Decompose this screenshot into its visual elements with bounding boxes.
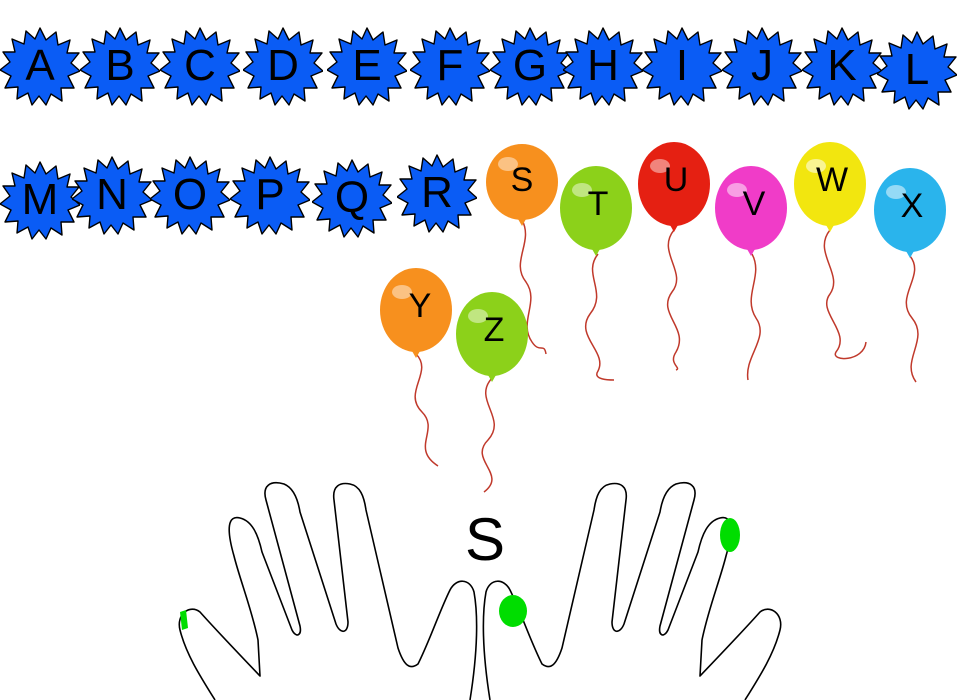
balloon-letter: S [482,160,562,200]
star-letter: B [80,26,160,106]
letter-star-i[interactable]: I [642,26,722,106]
star-letter: C [160,26,240,106]
star-letter: G [490,26,570,106]
star-letter: L [877,30,957,110]
letter-star-c[interactable]: C [160,26,240,106]
balloon-letter: X [872,186,952,226]
letter-star-d[interactable]: D [243,26,323,106]
star-letter: O [150,155,230,235]
star-letter: A [0,26,80,106]
star-letter: D [243,26,323,106]
letter-star-k[interactable]: K [802,26,882,106]
balloon-letter: U [636,160,716,200]
letter-balloon-u[interactable]: U [636,142,716,382]
star-letter: F [410,26,490,106]
letter-star-b[interactable]: B [80,26,160,106]
star-letter: I [642,26,722,106]
balloon-letter: V [714,184,794,224]
letter-star-r[interactable]: R [397,153,477,233]
letter-star-l[interactable]: L [877,30,957,110]
letter-star-g[interactable]: G [490,26,570,106]
letter-star-q[interactable]: Q [312,158,392,238]
star-letter: E [327,26,407,106]
balloon-letter: W [792,160,872,200]
target-letter: S [440,505,530,575]
balloon-letter: Y [380,286,460,326]
resting-finger-marker [180,610,188,630]
star-letter: P [230,155,310,235]
letter-star-h[interactable]: H [563,26,643,106]
balloon-letter: Z [454,310,534,350]
letter-balloon-w[interactable]: W [792,142,872,382]
letter-star-j[interactable]: J [722,26,802,106]
star-letter: N [72,155,152,235]
star-letter: M [0,160,80,240]
letter-balloon-v[interactable]: V [714,166,794,406]
star-letter: J [722,26,802,106]
letter-star-p[interactable]: P [230,155,310,235]
letter-star-f[interactable]: F [410,26,490,106]
letter-star-e[interactable]: E [327,26,407,106]
letter-balloon-t[interactable]: T [558,166,638,406]
resting-finger-marker [720,518,740,552]
letter-star-a[interactable]: A [0,26,80,106]
balloon-letter: T [558,184,638,224]
letter-star-n[interactable]: N [72,155,152,235]
star-letter: K [802,26,882,106]
left-hand-outline [179,483,476,700]
letter-star-o[interactable]: O [150,155,230,235]
highlight-finger-marker [499,595,527,627]
letter-balloon-x[interactable]: X [872,168,952,408]
star-letter: Q [312,158,392,238]
star-letter: H [563,26,643,106]
letter-star-m[interactable]: M [0,160,80,240]
star-letter: R [397,153,477,233]
